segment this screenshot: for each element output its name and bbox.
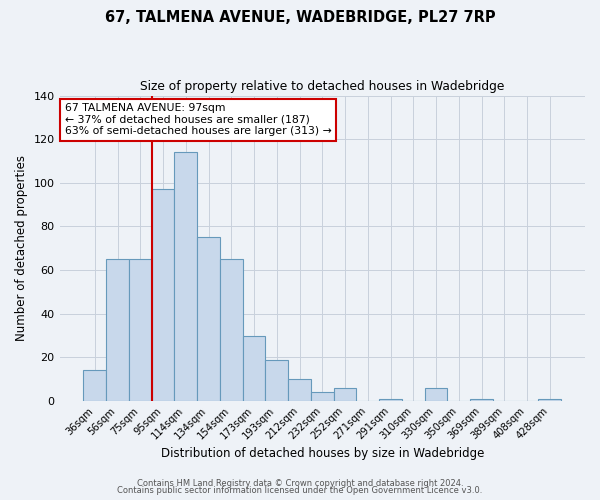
Bar — [470, 399, 493, 401]
Title: Size of property relative to detached houses in Wadebridge: Size of property relative to detached ho… — [140, 80, 505, 93]
Bar — [106, 259, 129, 401]
Bar — [175, 152, 197, 401]
Bar — [334, 388, 356, 401]
Text: 67 TALMENA AVENUE: 97sqm
← 37% of detached houses are smaller (187)
63% of semi-: 67 TALMENA AVENUE: 97sqm ← 37% of detach… — [65, 103, 332, 136]
Bar — [152, 190, 175, 401]
Bar — [197, 238, 220, 401]
Bar — [83, 370, 106, 401]
Y-axis label: Number of detached properties: Number of detached properties — [15, 156, 28, 342]
Bar — [538, 399, 561, 401]
Bar — [265, 360, 288, 401]
Text: Contains HM Land Registry data © Crown copyright and database right 2024.: Contains HM Land Registry data © Crown c… — [137, 478, 463, 488]
Bar — [129, 259, 152, 401]
Bar — [220, 259, 242, 401]
Text: Contains public sector information licensed under the Open Government Licence v3: Contains public sector information licen… — [118, 486, 482, 495]
Bar — [288, 379, 311, 401]
Bar — [379, 399, 402, 401]
Text: 67, TALMENA AVENUE, WADEBRIDGE, PL27 7RP: 67, TALMENA AVENUE, WADEBRIDGE, PL27 7RP — [104, 10, 496, 25]
Bar — [311, 392, 334, 401]
X-axis label: Distribution of detached houses by size in Wadebridge: Distribution of detached houses by size … — [161, 447, 484, 460]
Bar — [242, 336, 265, 401]
Bar — [425, 388, 448, 401]
